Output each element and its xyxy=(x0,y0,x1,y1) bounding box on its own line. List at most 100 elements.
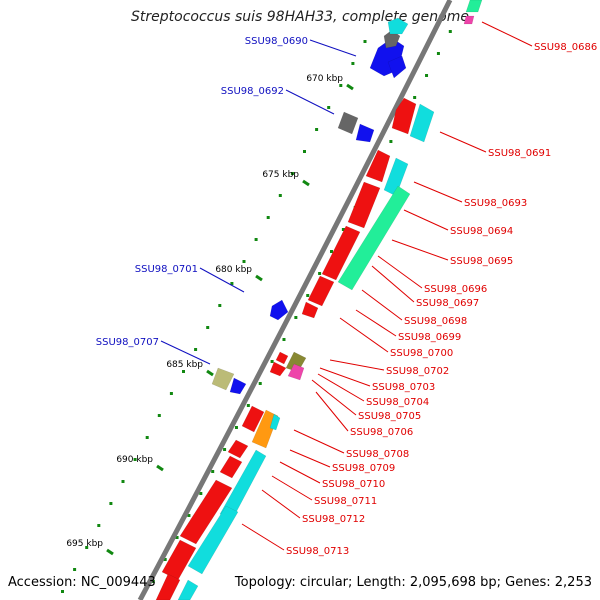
gene-label[interactable]: SSU98_0700 xyxy=(390,348,453,359)
tick-label: 685 kbp xyxy=(166,360,203,370)
leader-line xyxy=(329,359,385,371)
gene-label[interactable]: SSU98_0704 xyxy=(366,397,429,408)
gene-0701 xyxy=(269,299,289,321)
gc-dot xyxy=(61,590,64,593)
gc-dot xyxy=(258,382,262,385)
tick-label: 690 kbp xyxy=(116,455,153,465)
gc-dot xyxy=(169,392,173,395)
gene-label[interactable]: SSU98_0692 xyxy=(221,86,284,97)
gene-0698 xyxy=(301,301,319,319)
gc-dot xyxy=(303,150,306,153)
gc-dot xyxy=(157,414,161,417)
gc-content-dots xyxy=(61,30,452,593)
tick-mark xyxy=(255,274,263,282)
gene-label[interactable]: SSU98_0695 xyxy=(450,256,513,267)
leader-line xyxy=(309,39,357,57)
gene-0707 xyxy=(211,367,235,391)
gc-dot xyxy=(270,360,274,363)
genome-backbone xyxy=(137,0,453,600)
gene-label[interactable]: SSU98_0698 xyxy=(404,316,467,327)
gene-features xyxy=(155,0,483,600)
gene-label[interactable]: SSU98_0694 xyxy=(450,226,513,237)
topology-text: Topology: circular; Length: 2,095,698 bp… xyxy=(234,575,592,590)
gc-dot xyxy=(73,568,77,571)
gc-dot xyxy=(175,536,179,539)
gene-label[interactable]: SSU98_0712 xyxy=(302,514,365,525)
gene-label[interactable]: SSU98_0686 xyxy=(534,42,597,53)
accession-text: Accession: NC_009443 xyxy=(8,575,156,590)
gc-dot xyxy=(315,128,319,131)
tick-mark xyxy=(106,548,114,556)
leader-line xyxy=(355,309,397,337)
leader-line xyxy=(271,475,313,501)
gene-0707b xyxy=(229,377,247,395)
gene-label[interactable]: SSU98_0706 xyxy=(350,427,413,438)
gene-label[interactable]: SSU98_0708 xyxy=(346,449,409,460)
gc-dot xyxy=(341,228,345,231)
gene-0712 xyxy=(179,479,233,545)
gene-label[interactable]: SSU98_0705 xyxy=(358,411,421,422)
gc-dot xyxy=(97,524,101,527)
gc-dot xyxy=(425,74,429,77)
leader-line xyxy=(160,340,211,365)
gene-label[interactable]: SSU98_0699 xyxy=(398,332,461,343)
gc-dot xyxy=(218,304,222,307)
gene-0714 xyxy=(155,573,181,600)
leader-line xyxy=(199,267,245,293)
gene-label[interactable]: SSU98_0711 xyxy=(314,496,377,507)
gene-0708c xyxy=(269,413,281,431)
gene-label[interactable]: SSU98_0702 xyxy=(386,366,449,377)
tick-mark xyxy=(206,369,214,377)
gene-0694 xyxy=(347,181,381,229)
gc-dot xyxy=(246,404,250,407)
gc-dot xyxy=(151,580,155,583)
gene-0691 xyxy=(391,97,417,135)
scale-ticks: 670 kbp 675 kbp 680 kbp 685 kbp 690 kbp 695 k… xyxy=(66,74,354,556)
leader-line xyxy=(403,209,449,231)
leader-line xyxy=(241,523,285,551)
gene-label[interactable]: SSU98_0710 xyxy=(322,479,385,490)
gene-label[interactable]: SSU98_0713 xyxy=(286,546,349,557)
leader-line xyxy=(361,289,403,321)
gene-0691b xyxy=(409,103,435,143)
gene-0697 xyxy=(307,275,335,307)
gene-label[interactable]: SSU98_0707 xyxy=(96,337,159,348)
leader-line xyxy=(339,317,389,353)
tick-label: 675 kbp xyxy=(262,170,299,180)
gene-label[interactable]: SSU98_0696 xyxy=(424,284,487,295)
gc-dot xyxy=(223,448,227,451)
gene-0705 xyxy=(275,351,289,365)
gc-dot xyxy=(230,282,234,285)
gc-dot xyxy=(448,30,452,33)
gene-label[interactable]: SSU98_0709 xyxy=(332,463,395,474)
gc-dot xyxy=(294,316,298,319)
leader-line xyxy=(377,255,423,289)
gc-dot xyxy=(339,84,343,87)
gc-dot xyxy=(306,294,310,297)
gc-dot xyxy=(211,470,215,473)
gene-0686 xyxy=(465,0,483,13)
gene-0714b xyxy=(177,579,199,600)
leader-line xyxy=(293,429,345,454)
gc-dot xyxy=(351,62,355,65)
gc-dot xyxy=(436,52,440,55)
gc-dot xyxy=(121,480,125,483)
tick-mark xyxy=(302,179,310,187)
gc-dot xyxy=(187,514,191,517)
gene-0690b xyxy=(387,55,407,79)
gene-label[interactable]: SSU98_0697 xyxy=(416,298,479,309)
gene-label[interactable]: SSU98_0691 xyxy=(488,148,551,159)
gene-label[interactable]: SSU98_0703 xyxy=(372,382,435,393)
gc-dot xyxy=(242,260,246,263)
tick-label: 695 kbp xyxy=(66,539,103,549)
leader-line xyxy=(285,89,335,115)
gc-dot xyxy=(254,238,258,241)
leader-line xyxy=(317,373,365,402)
gene-label[interactable]: SSU98_0690 xyxy=(245,36,308,47)
gc-dot xyxy=(363,40,367,43)
gene-label[interactable]: SSU98_0701 xyxy=(135,264,198,275)
gene-label[interactable]: SSU98_0693 xyxy=(464,198,527,209)
gene-0708 xyxy=(241,405,265,433)
gc-dot xyxy=(330,250,333,253)
